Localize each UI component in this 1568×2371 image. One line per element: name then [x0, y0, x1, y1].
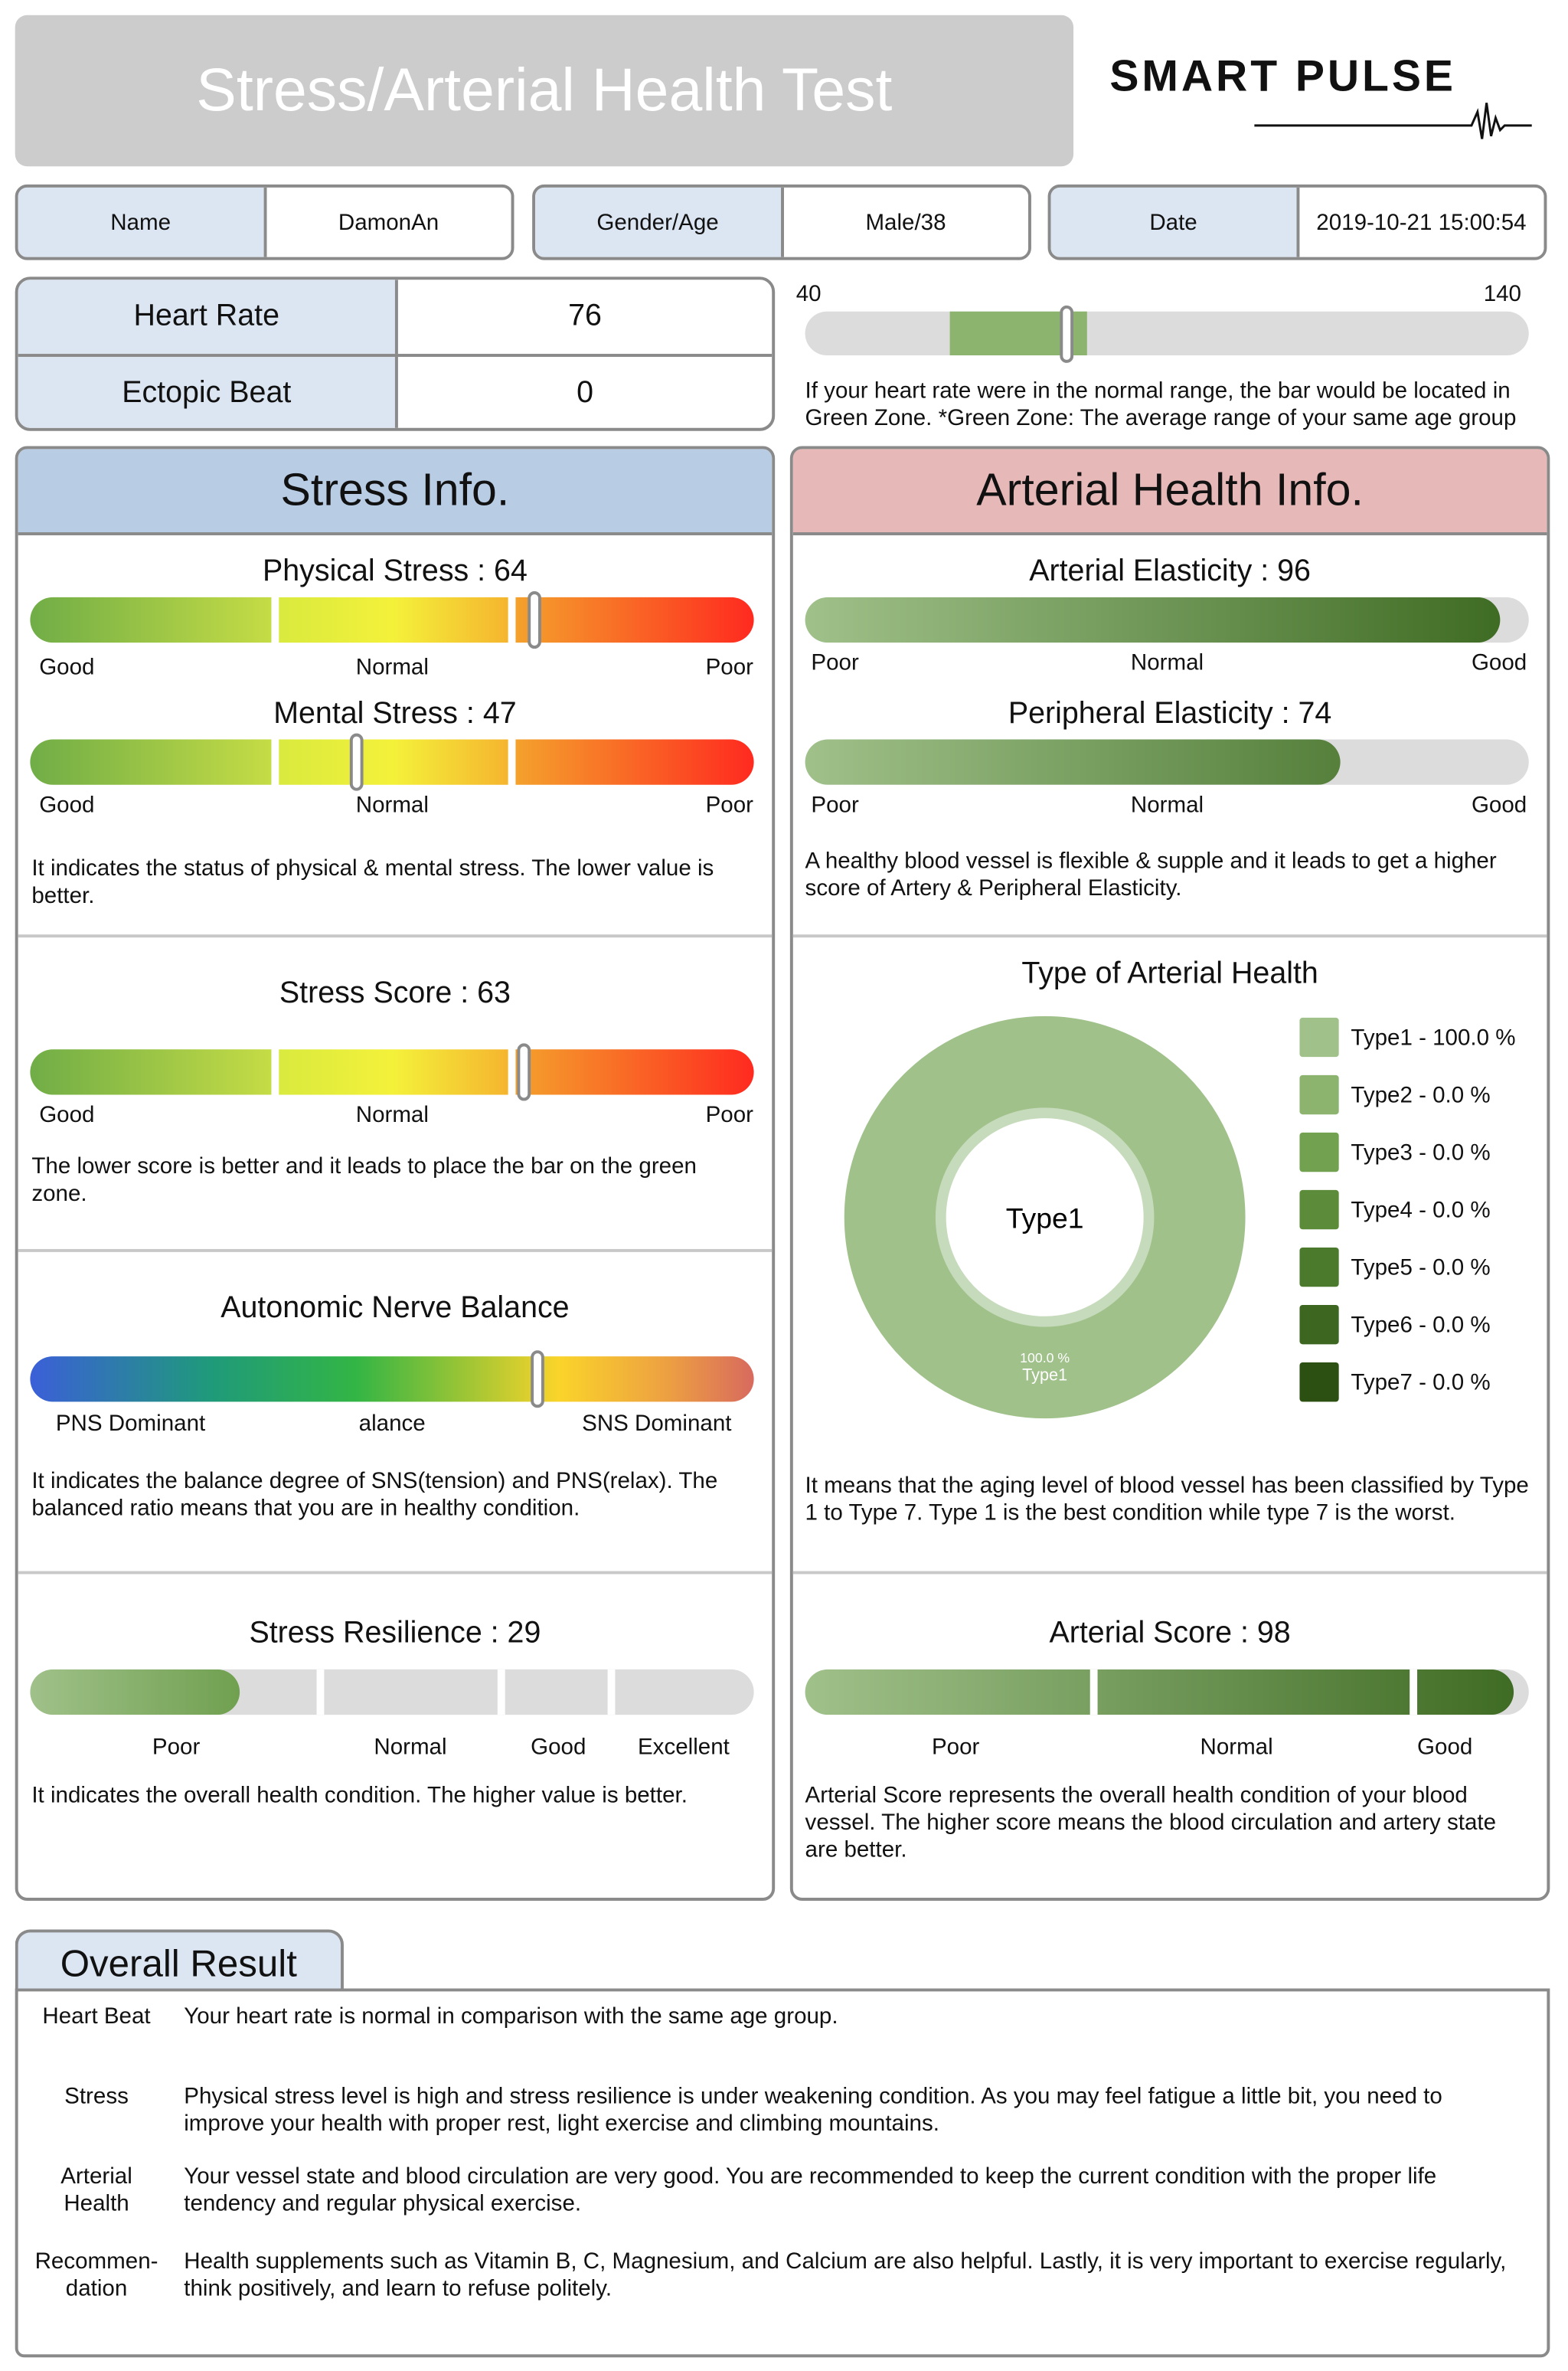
legend-swatch	[1299, 1247, 1339, 1287]
legend-swatch	[1299, 1132, 1339, 1172]
resilience-bar	[30, 1669, 754, 1715]
legend-item-type4: Type4 - 0.0 %	[1299, 1189, 1491, 1230]
elasticity-fill	[805, 597, 1500, 643]
legend-swatch	[1299, 1304, 1339, 1345]
poor-segment	[515, 739, 754, 785]
good-segment	[30, 739, 272, 785]
poor-segment	[515, 597, 754, 643]
hr-scale-max: 140	[1483, 281, 1521, 307]
legend-item-type1: Type1 - 100.0 %	[1299, 1017, 1516, 1058]
resilience-fill	[30, 1669, 240, 1715]
peripheral-elasticity-bar	[805, 739, 1529, 785]
overall-result-box: Heart Beat Your heart rate is normal in …	[15, 1988, 1550, 2358]
arterial-score-title: Arterial Score : 98	[1049, 1616, 1291, 1650]
resilience-note: It indicates the overall health conditio…	[31, 1782, 688, 1809]
stress-panel: Stress Info. Physical Stress : 64 Good No…	[15, 446, 776, 1901]
heart-rate-value: 76	[568, 299, 602, 333]
peripheral-elasticity-title: Peripheral Elasticity : 74	[1008, 697, 1332, 731]
legend-item-type6: Type6 - 0.0 %	[1299, 1304, 1491, 1345]
type-title: Type of Arterial Health	[1021, 957, 1318, 991]
segment-divider	[607, 1669, 616, 1715]
anb-title: Autonomic Nerve Balance	[220, 1291, 570, 1325]
type-note: It means that the aging level of blood v…	[805, 1473, 1529, 1526]
good-segment	[30, 597, 272, 643]
legend-swatch	[1299, 1074, 1339, 1115]
slice-percent: 100.0 %	[1020, 1350, 1070, 1365]
legend-swatch	[1299, 1017, 1339, 1058]
arterial-score-note: Arterial Score represents the overall he…	[805, 1782, 1497, 1863]
poor-segment	[515, 1049, 754, 1095]
overall-result-tab: Overall Result	[15, 1929, 344, 1990]
elasticity-note: A healthy blood vessel is flexible & sup…	[805, 848, 1497, 901]
anb-note: It indicates the balance degree of SNS(t…	[31, 1468, 718, 1522]
heart-rate-marker	[1059, 305, 1073, 363]
legend-label: Type6 - 0.0 %	[1351, 1311, 1491, 1338]
arterial-elasticity-title: Arterial Elasticity : 96	[1029, 554, 1311, 589]
autonomic-balance-bar	[30, 1350, 754, 1408]
ectopic-value: 0	[577, 376, 594, 410]
elasticity-fill	[805, 739, 1341, 785]
normal-segment	[279, 1049, 508, 1095]
balance-marker	[531, 1350, 544, 1408]
legend-item-type3: Type3 - 0.0 %	[1299, 1132, 1491, 1172]
stress-score-title: Stress Score : 63	[279, 976, 511, 1010]
smart-pulse-logo: SMART PULSE	[1109, 51, 1534, 142]
value-marker	[350, 733, 364, 791]
legend-label: Type7 - 0.0 %	[1351, 1369, 1491, 1395]
resilience-title: Stress Resilience : 29	[249, 1616, 541, 1650]
arterial-elasticity-bar	[805, 597, 1529, 643]
legend-item-type2: Type2 - 0.0 %	[1299, 1074, 1491, 1115]
segment-divider	[1089, 1669, 1098, 1715]
physical-stress-bar	[30, 591, 754, 649]
arterial-panel: Arterial Health Info. Arterial Elasticit…	[789, 446, 1550, 1901]
legend-label: Type2 - 0.0 %	[1351, 1081, 1491, 1108]
hr-scale-min: 40	[795, 281, 822, 307]
slice-label: Type1	[1022, 1365, 1067, 1385]
physical-stress-title: Physical Stress : 64	[263, 554, 528, 589]
heart-rate-table: Heart Rate 76 Ectopic Beat 0	[15, 276, 776, 431]
arterial-score-bar	[805, 1669, 1529, 1715]
legend-item-type5: Type5 - 0.0 %	[1299, 1247, 1491, 1287]
legend-label: Type4 - 0.0 %	[1351, 1196, 1491, 1223]
legend-label: Type3 - 0.0 %	[1351, 1139, 1491, 1166]
normal-segment	[279, 739, 508, 785]
good-segment	[30, 1049, 272, 1095]
stress-note: It indicates the status of physical & me…	[31, 855, 714, 909]
date-field: Date 2019-10-21 15:00:54	[1047, 184, 1547, 260]
donut-slice-type1	[844, 1015, 1246, 1419]
name-field: Name DamonAn	[15, 184, 514, 260]
stress-header: Stress Info.	[18, 449, 773, 535]
legend-item-type7: Type7 - 0.0 %	[1299, 1362, 1491, 1402]
arterial-header: Arterial Health Info.	[792, 449, 1547, 535]
heart-rate-bar	[805, 305, 1529, 363]
value-marker	[528, 591, 542, 649]
legend-label: Type1 - 100.0 %	[1351, 1024, 1516, 1051]
normal-segment	[279, 597, 508, 643]
pulse-wave-icon	[1254, 103, 1532, 139]
arterial-score-fill	[805, 1669, 1514, 1715]
donut-center-label: Type1	[1006, 1202, 1084, 1234]
stress-score-note: The lower score is better and it leads t…	[31, 1153, 697, 1207]
stress-score-bar	[30, 1043, 754, 1101]
segment-divider	[497, 1669, 505, 1715]
legend-label: Type5 - 0.0 %	[1351, 1254, 1491, 1280]
legend-swatch	[1299, 1189, 1339, 1230]
arterial-type-donut: Type1 100.0 % Type1	[844, 1015, 1246, 1419]
mental-stress-title: Mental Stress : 47	[273, 697, 517, 731]
donut-inner-ring	[935, 1107, 1155, 1327]
legend-swatch	[1299, 1362, 1339, 1402]
page-title: Stress/Arterial Health Test	[15, 15, 1074, 167]
heart-rate-note: If your heart rate were in the normal ra…	[805, 378, 1517, 431]
segment-divider	[316, 1669, 325, 1715]
value-marker	[517, 1043, 531, 1101]
segment-divider	[1410, 1669, 1418, 1715]
gender-age-field: Gender/Age Male/38	[532, 184, 1031, 260]
mental-stress-bar	[30, 733, 754, 791]
